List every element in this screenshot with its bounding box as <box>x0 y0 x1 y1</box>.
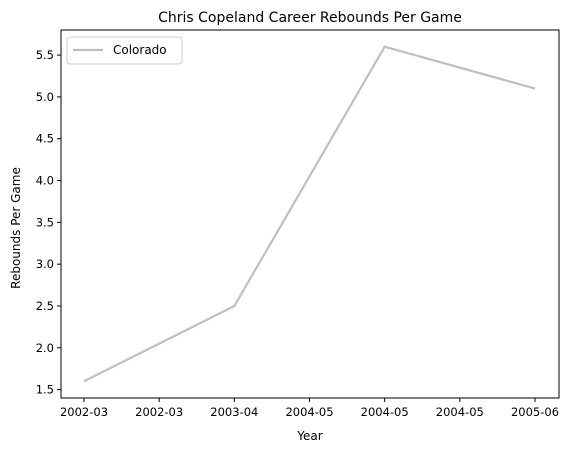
y-tick-label: 5.5 <box>36 48 54 62</box>
x-tick-label: 2002-03 <box>60 405 108 419</box>
y-tick-label: 5.0 <box>36 90 54 104</box>
y-tick-label: 2.5 <box>36 299 54 313</box>
x-tick-label: 2004-05 <box>285 405 333 419</box>
y-tick-label: 1.5 <box>36 383 54 397</box>
x-tick-label: 2003-04 <box>210 405 258 419</box>
series-line <box>83 45 536 383</box>
x-axis-label: Year <box>296 429 322 443</box>
chart-title: Chris Copeland Career Rebounds Per Game <box>158 10 462 26</box>
legend-label: Colorado <box>113 43 167 57</box>
x-tick-label: 2004-05 <box>436 405 484 419</box>
plot-area: 1.5 2.0 2.5 3.0 3.5 4.0 4.5 5.0 5.5 2002-03 2002-0… <box>36 29 560 419</box>
y-tick-label: 2.0 <box>36 341 54 355</box>
y-axis-label: Rebounds Per Game <box>9 167 23 289</box>
y-tick-label: 4.0 <box>36 174 54 188</box>
x-tick-label: 2004-05 <box>361 405 409 419</box>
legend-box <box>66 36 183 65</box>
x-tick-label: 2005-06 <box>511 405 559 419</box>
y-tick-label: 3.0 <box>36 257 54 271</box>
y-tick-label: 3.5 <box>36 215 54 229</box>
y-tick-label: 4.5 <box>36 132 54 146</box>
x-tick-label: 2002-03 <box>135 405 183 419</box>
